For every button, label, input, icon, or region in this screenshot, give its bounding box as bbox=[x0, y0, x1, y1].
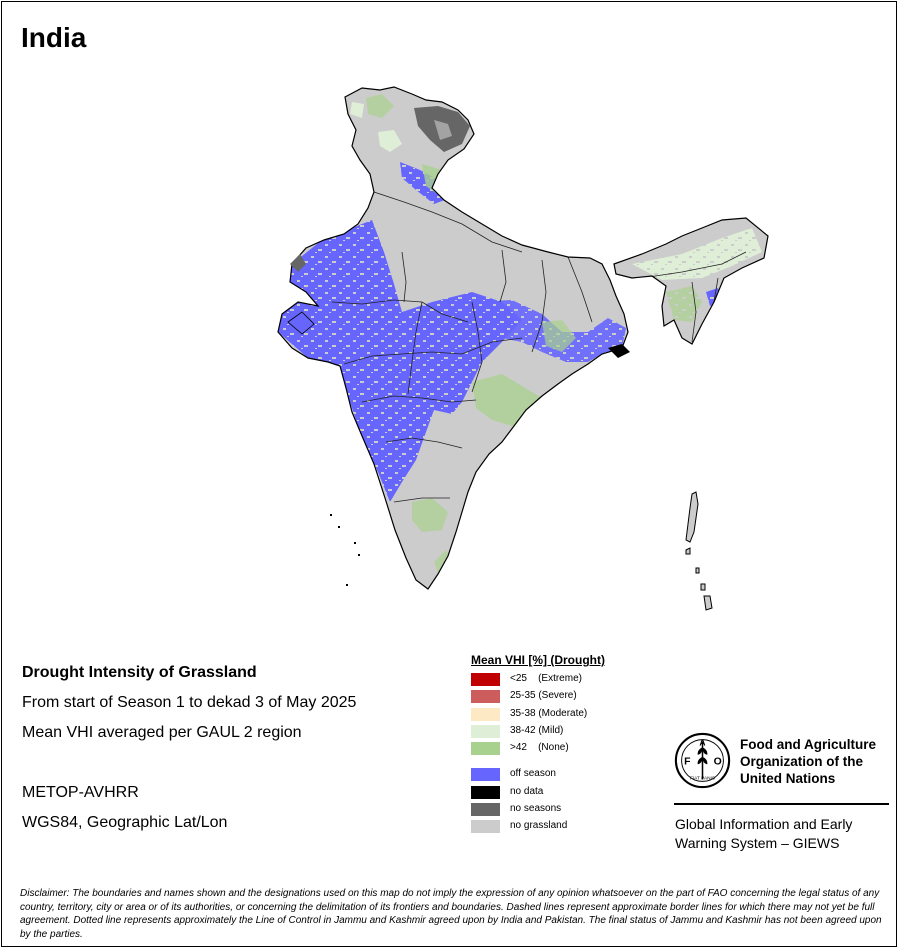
legend-swatch bbox=[471, 803, 500, 817]
legend-label: no data bbox=[510, 785, 544, 797]
map-title: India bbox=[21, 22, 87, 53]
info-heading: Drought Intensity of Grassland bbox=[22, 664, 257, 681]
mainland bbox=[278, 87, 628, 589]
legend-other-classes: off season no data no seasons no grassland bbox=[471, 767, 605, 836]
giews-line1: Global Information and Early bbox=[675, 816, 853, 832]
legend-swatch bbox=[471, 673, 500, 686]
legend-label: no grassland bbox=[510, 820, 568, 832]
map-info: Drought Intensity of Grassland From star… bbox=[22, 658, 356, 838]
giews-line2: Warning System – GIEWS bbox=[675, 835, 840, 851]
legend-label: off season bbox=[510, 768, 556, 780]
info-period: From start of Season 1 to dekad 3 of May… bbox=[22, 694, 357, 711]
giews-name: Global Information and Early Warning Sys… bbox=[675, 815, 852, 853]
legend-swatch bbox=[471, 820, 500, 834]
legend-item-mild: 38-42 (Mild) bbox=[471, 724, 605, 741]
emblem-letter-a: A bbox=[699, 737, 705, 747]
legend-label: >42 (None) bbox=[510, 742, 569, 754]
legend-item-no-grassland: no grassland bbox=[471, 819, 605, 836]
legend-label: 25-35 (Severe) bbox=[510, 690, 577, 702]
legend-swatch bbox=[471, 690, 500, 704]
map-legend: Mean VHI [%] (Drought) <25 (Extreme) 25-3… bbox=[471, 653, 605, 837]
legend-label: no seasons bbox=[510, 803, 562, 815]
legend-item-extreme: <25 (Extreme) bbox=[471, 672, 605, 689]
legend-title: Mean VHI [%] (Drought) bbox=[471, 653, 605, 667]
info-method: Mean VHI averaged per GAUL 2 region bbox=[22, 724, 302, 741]
disclaimer-text: Disclaimer: The boundaries and names sho… bbox=[20, 888, 882, 940]
info-projection: WGS84, Geographic Lat/Lon bbox=[22, 814, 228, 831]
legend-label: 35-38 (Moderate) bbox=[510, 707, 588, 719]
legend-drought-classes: <25 (Extreme) 25-35 (Severe) 35-38 (Modera… bbox=[471, 672, 605, 758]
emblem-letter-o: O bbox=[714, 756, 722, 767]
legend-item-no-seasons: no seasons bbox=[471, 802, 605, 819]
fao-name-line1: Food and Agriculture bbox=[740, 737, 876, 752]
legend-item-moderate: 35-38 (Moderate) bbox=[471, 707, 605, 724]
fao-divider bbox=[674, 803, 889, 805]
state-borders bbox=[331, 191, 593, 503]
legend-label: 38-42 (Mild) bbox=[510, 724, 564, 736]
emblem-motto: FIAT PANIS bbox=[690, 776, 715, 782]
lakshadweep-islands bbox=[330, 514, 360, 586]
fao-name-line2: Organization of the bbox=[740, 754, 863, 769]
fao-organization-name: Food and Agriculture Organization of the… bbox=[740, 736, 876, 787]
andaman-nicobar-islands bbox=[685, 491, 713, 611]
legend-swatch bbox=[471, 742, 500, 756]
legend-swatch bbox=[471, 724, 500, 738]
legend-item-none: >42 (None) bbox=[471, 741, 605, 758]
emblem-letter-f: F bbox=[684, 756, 690, 767]
legend-item-severe: 25-35 (Severe) bbox=[471, 689, 605, 706]
fao-emblem-icon: F O A FIAT PANIS bbox=[674, 732, 731, 789]
legend-swatch bbox=[471, 785, 500, 799]
legend-swatch bbox=[471, 707, 500, 721]
legend-item-no-data: no data bbox=[471, 785, 605, 802]
fao-name-line3: United Nations bbox=[740, 771, 836, 786]
legend-label: <25 (Extreme) bbox=[510, 673, 582, 684]
legend-swatch bbox=[471, 768, 500, 782]
india-map bbox=[277, 86, 769, 611]
no-data-area bbox=[608, 344, 630, 358]
info-sensor: METOP-AVHRR bbox=[22, 784, 139, 801]
legend-item-off-season: off season bbox=[471, 767, 605, 784]
northeast-region bbox=[614, 218, 768, 344]
